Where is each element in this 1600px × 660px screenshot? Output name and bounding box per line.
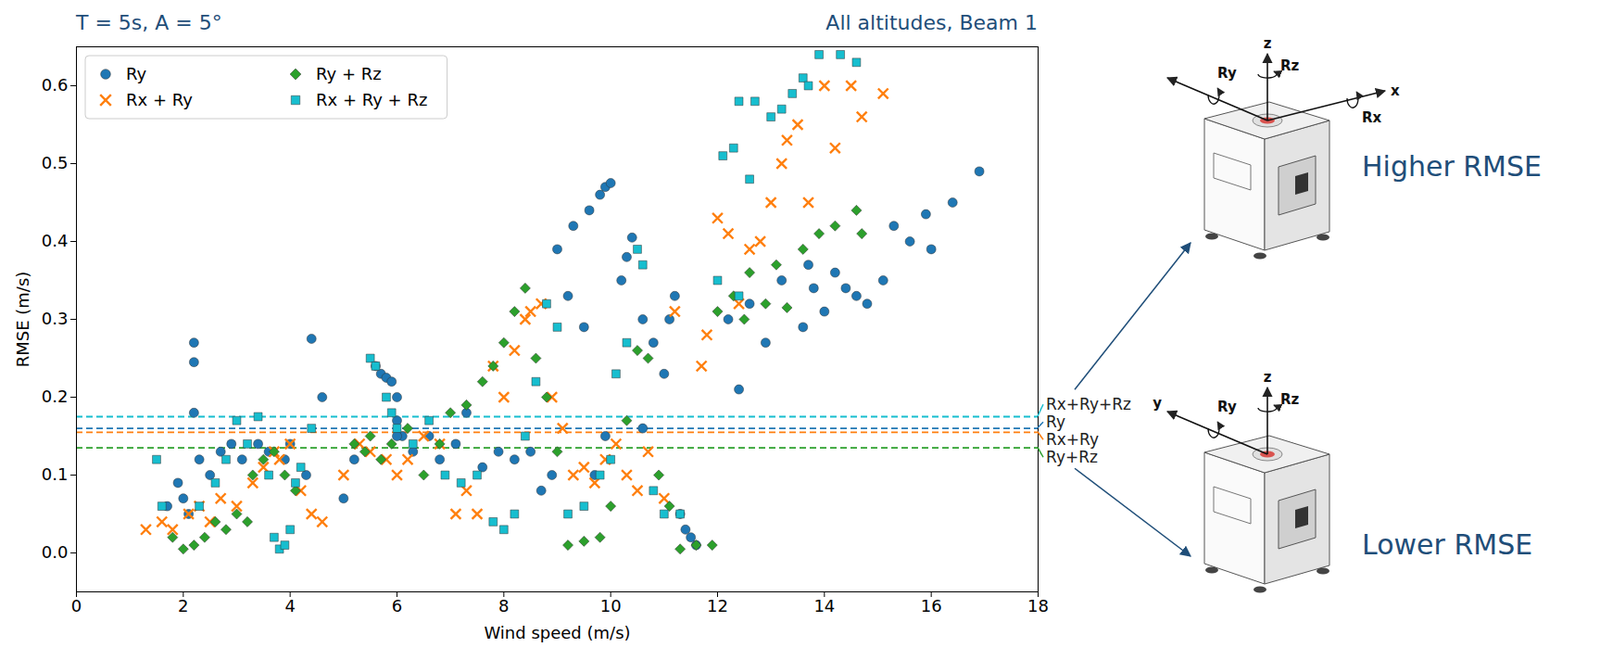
svg-text:Ry: Ry	[1217, 64, 1237, 82]
svg-text:0.1: 0.1	[41, 464, 69, 484]
svg-text:12: 12	[706, 595, 729, 616]
svg-text:Ry: Ry	[1217, 398, 1237, 416]
svg-text:0.4: 0.4	[41, 230, 69, 251]
svg-text:2: 2	[177, 595, 189, 616]
svg-text:Rx + Ry + Rz: Rx + Ry + Rz	[315, 89, 428, 110]
svg-text:RMSE (m/s): RMSE (m/s)	[12, 271, 33, 368]
svg-text:Ry+Rz: Ry+Rz	[1045, 447, 1098, 467]
svg-text:0.6: 0.6	[41, 75, 69, 95]
svg-text:z: z	[1263, 35, 1273, 52]
svg-text:0: 0	[71, 595, 82, 616]
svg-text:6: 6	[391, 595, 403, 616]
svg-text:0.5: 0.5	[41, 152, 69, 173]
svg-text:Rx+Ry: Rx+Ry	[1045, 429, 1099, 449]
svg-text:Rx+Ry+Rz: Rx+Ry+Rz	[1045, 394, 1132, 414]
svg-text:Ry: Ry	[1045, 412, 1066, 431]
svg-text:0.3: 0.3	[41, 308, 69, 328]
svg-text:10: 10	[600, 595, 622, 616]
svg-text:Rx + Ry: Rx + Ry	[125, 89, 193, 110]
svg-text:Ry: Ry	[125, 63, 148, 84]
svg-text:Rx: Rx	[1361, 109, 1383, 126]
svg-text:z: z	[1263, 368, 1273, 386]
svg-text:4: 4	[284, 595, 295, 616]
svg-text:18: 18	[1027, 595, 1049, 616]
svg-text:Higher RMSE: Higher RMSE	[1361, 150, 1542, 183]
svg-text:8: 8	[498, 595, 509, 616]
svg-text:Rz: Rz	[1280, 57, 1300, 75]
svg-text:x: x	[1390, 82, 1400, 100]
svg-text:0.0: 0.0	[41, 541, 69, 562]
svg-text:16: 16	[920, 595, 943, 616]
svg-text:y: y	[1152, 394, 1162, 412]
svg-text:Lower RMSE: Lower RMSE	[1361, 528, 1533, 561]
svg-text:Wind speed (m/s): Wind speed (m/s)	[483, 622, 630, 643]
svg-text:0.2: 0.2	[41, 386, 69, 406]
svg-text:All altitudes, Beam 1: All altitudes, Beam 1	[825, 11, 1038, 35]
svg-text:14: 14	[813, 595, 835, 616]
svg-text:Rz: Rz	[1280, 390, 1300, 408]
svg-text:T = 5s, A = 5°: T = 5s, A = 5°	[75, 11, 223, 35]
svg-text:Ry + Rz: Ry + Rz	[315, 63, 382, 84]
